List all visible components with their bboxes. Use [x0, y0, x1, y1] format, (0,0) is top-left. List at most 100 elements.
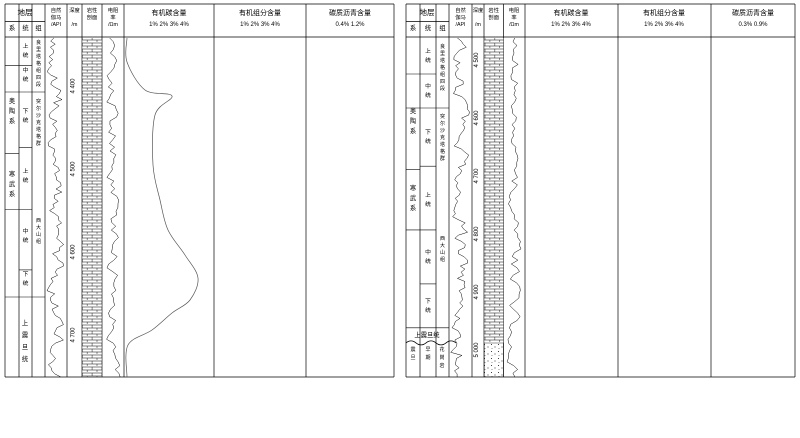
- svg-text:电阻: 电阻: [509, 6, 520, 14]
- svg-text:自然: 自然: [51, 6, 62, 14]
- svg-text:塔: 塔: [36, 53, 41, 60]
- svg-text:西: 西: [440, 236, 445, 242]
- svg-text:统: 统: [425, 306, 431, 314]
- svg-text:系: 系: [9, 23, 15, 32]
- svg-text:有机组分含量: 有机组分含量: [643, 8, 685, 17]
- svg-text:中: 中: [425, 248, 431, 256]
- svg-text:4 400: 4 400: [71, 78, 77, 94]
- svg-text:/API: /API: [51, 22, 61, 28]
- svg-text:自然: 自然: [455, 6, 466, 14]
- svg-text:沙: 沙: [36, 113, 41, 119]
- svg-text:4 800: 4 800: [474, 226, 480, 242]
- svg-text:1% 2% 3% 4%: 1% 2% 3% 4%: [240, 22, 280, 28]
- svg-text:剖面: 剖面: [488, 13, 499, 21]
- svg-text:统: 统: [23, 236, 29, 244]
- svg-text:上: 上: [23, 42, 29, 50]
- svg-text:统: 统: [425, 200, 431, 208]
- svg-text:寒: 寒: [410, 183, 417, 192]
- svg-text:大: 大: [440, 242, 445, 249]
- svg-text:组: 组: [440, 71, 445, 78]
- svg-text:格: 格: [440, 64, 445, 71]
- svg-text:段: 段: [440, 85, 445, 92]
- svg-text:中: 中: [23, 66, 29, 74]
- svg-text:统: 统: [23, 116, 29, 124]
- svg-text:组: 组: [35, 23, 42, 32]
- svg-text:4 500: 4 500: [71, 161, 77, 177]
- svg-text:旦: 旦: [410, 355, 415, 361]
- svg-text:4 600: 4 600: [474, 110, 480, 126]
- svg-text:组: 组: [439, 23, 446, 32]
- svg-text:上: 上: [425, 191, 431, 199]
- svg-text:武: 武: [9, 179, 16, 188]
- svg-text:里: 里: [440, 51, 445, 57]
- svg-text:岗: 岗: [439, 355, 444, 361]
- svg-text:震: 震: [410, 347, 415, 353]
- svg-text:剖面: 剖面: [87, 13, 98, 21]
- svg-text:大: 大: [36, 224, 41, 231]
- svg-text:有机碳含量: 有机碳含量: [152, 8, 187, 17]
- svg-text:陶: 陶: [410, 116, 416, 125]
- svg-text:下: 下: [425, 298, 431, 305]
- svg-text:格: 格: [440, 148, 445, 155]
- svg-text:组: 组: [440, 256, 445, 263]
- svg-text:统: 统: [23, 279, 29, 287]
- svg-text:山: 山: [440, 249, 445, 256]
- svg-text:下: 下: [23, 108, 29, 115]
- svg-text:系: 系: [410, 23, 416, 32]
- svg-text:统: 统: [425, 56, 431, 64]
- svg-text:上震旦统: 上震旦统: [414, 330, 440, 339]
- svg-text:统: 统: [425, 137, 431, 145]
- svg-text:岩性: 岩性: [488, 6, 499, 14]
- svg-text:4 600: 4 600: [71, 244, 77, 260]
- svg-text:地层: 地层: [420, 7, 435, 17]
- svg-text:塔: 塔: [440, 141, 445, 148]
- svg-text:岩: 岩: [439, 362, 444, 369]
- svg-text:地层: 地层: [18, 7, 33, 17]
- svg-text:深度: 深度: [69, 6, 80, 14]
- svg-text:里: 里: [36, 47, 41, 53]
- svg-text:有机组分含量: 有机组分含量: [239, 8, 281, 17]
- svg-text:西: 西: [36, 218, 41, 224]
- svg-text:陶: 陶: [9, 106, 15, 115]
- svg-text:统: 统: [425, 91, 431, 99]
- svg-text:花: 花: [439, 346, 444, 353]
- svg-text:碳质沥青含量: 碳质沥青含量: [329, 8, 371, 17]
- svg-text:群: 群: [440, 155, 445, 162]
- svg-text:统: 统: [22, 354, 29, 363]
- svg-text:电阻: 电阻: [108, 6, 119, 14]
- svg-text:/m: /m: [475, 22, 481, 28]
- svg-text:克: 克: [36, 120, 41, 126]
- svg-text:系: 系: [410, 203, 416, 212]
- svg-text:期: 期: [425, 355, 430, 361]
- svg-text:统: 统: [23, 75, 29, 83]
- svg-text:良: 良: [36, 39, 41, 46]
- svg-text:伽马: 伽马: [455, 13, 466, 21]
- svg-text:4 900: 4 900: [474, 284, 480, 300]
- svg-text:有机碳含量: 有机碳含量: [554, 8, 589, 17]
- svg-text:塔: 塔: [36, 126, 41, 133]
- svg-text:奥: 奥: [410, 106, 417, 115]
- svg-text:武: 武: [410, 193, 417, 202]
- svg-text:组: 组: [36, 67, 41, 74]
- svg-text:中: 中: [23, 227, 29, 235]
- svg-text:格: 格: [36, 60, 41, 67]
- svg-text:沙: 沙: [440, 128, 445, 134]
- svg-text:率: 率: [110, 13, 116, 21]
- svg-text:/m: /m: [72, 22, 78, 28]
- svg-text:段: 段: [36, 81, 41, 88]
- svg-text:4 500: 4 500: [474, 52, 480, 68]
- svg-text:4 700: 4 700: [71, 327, 77, 343]
- svg-text:1% 2% 3% 4%: 1% 2% 3% 4%: [149, 22, 189, 28]
- svg-text:4 700: 4 700: [474, 168, 480, 184]
- svg-text:1% 2% 3% 4%: 1% 2% 3% 4%: [551, 22, 591, 28]
- svg-text:上: 上: [425, 47, 431, 55]
- svg-text:突: 突: [36, 98, 41, 105]
- svg-text:/Ωm: /Ωm: [108, 22, 118, 28]
- svg-text:下: 下: [23, 271, 29, 278]
- svg-text:/Ωm: /Ωm: [509, 22, 519, 28]
- svg-text:系: 系: [410, 126, 416, 135]
- svg-text:尔: 尔: [36, 105, 41, 112]
- svg-text:上: 上: [22, 318, 28, 327]
- svg-text:统: 统: [23, 176, 29, 184]
- svg-text:0.4% 1.2%: 0.4% 1.2%: [335, 22, 365, 28]
